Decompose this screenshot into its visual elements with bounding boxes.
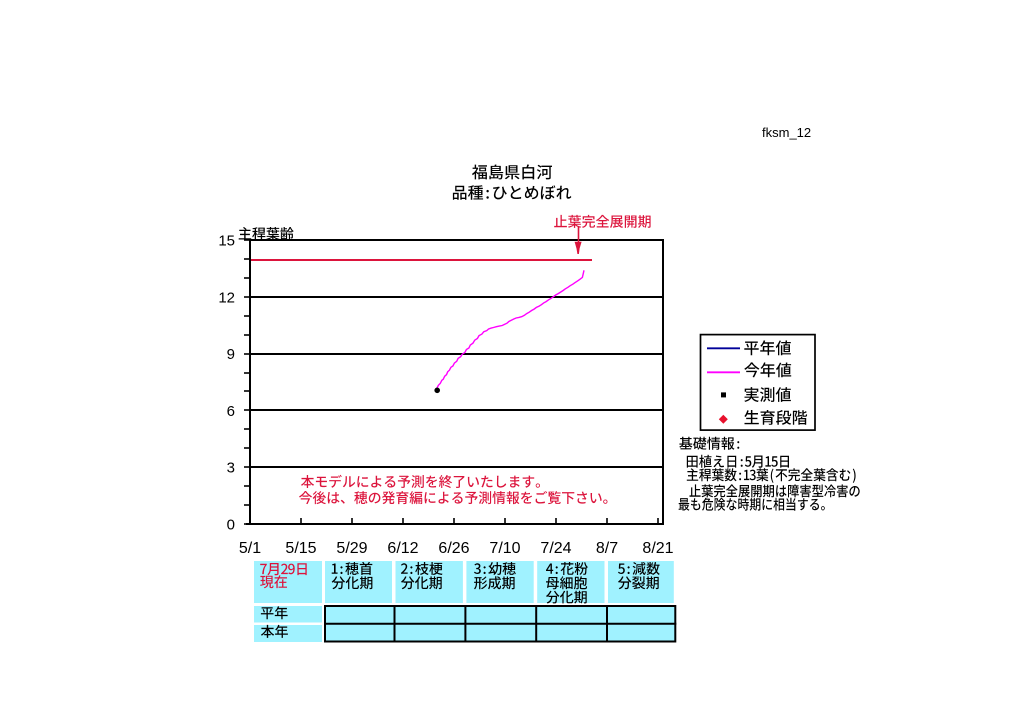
- svg-text:5/15: 5/15: [285, 540, 316, 557]
- svg-text:fksm_12: fksm_12: [762, 125, 811, 140]
- svg-text:3: 3: [227, 460, 235, 477]
- svg-text:6: 6: [227, 403, 235, 420]
- svg-text:6/26: 6/26: [438, 540, 469, 557]
- svg-text:6/12: 6/12: [387, 540, 418, 557]
- svg-text:5/1: 5/1: [239, 540, 261, 557]
- svg-text:15: 15: [218, 233, 235, 250]
- svg-text:9: 9: [227, 346, 235, 363]
- svg-text:7/10: 7/10: [489, 540, 520, 557]
- svg-text:5/29: 5/29: [336, 540, 367, 557]
- svg-text:8/21: 8/21: [642, 540, 673, 557]
- svg-text:12: 12: [218, 289, 235, 306]
- svg-text:8/7: 8/7: [596, 540, 618, 557]
- svg-text:0: 0: [227, 517, 235, 534]
- svg-text:7/24: 7/24: [540, 540, 571, 557]
